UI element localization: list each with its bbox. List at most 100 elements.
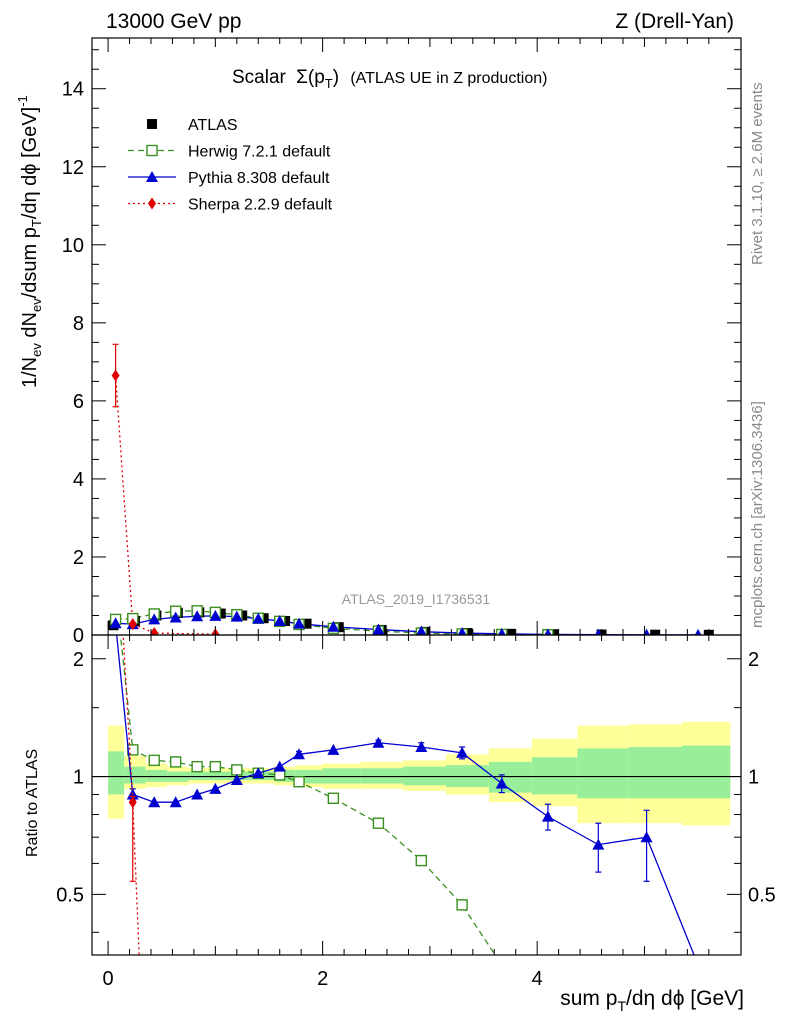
main-point-pythia (148, 613, 161, 625)
y-tick-label-ratio-right: 1 (748, 767, 759, 789)
y-axis-label: 1/Nev dNev/dsum pT/dη dϕ [GeV]-1 (15, 95, 44, 388)
ratio-point-sherpa (128, 796, 137, 809)
ratio-point-herwig (415, 854, 428, 867)
title-close: ) (333, 67, 339, 88)
ratio-point-pythia (372, 736, 385, 748)
legend-label-atlas: ATLAS (188, 117, 238, 134)
main-plot-title: Scalar Σ(pT) (ATLAS UE in Z production) (232, 67, 547, 91)
ratio-point-herwig (327, 792, 340, 804)
green-band-bin (531, 757, 578, 795)
ratio-point-herwig (293, 776, 305, 788)
mcplots-url-label: mcplots.cern.ch [arXiv:1306.3436] (749, 401, 766, 628)
title-rest: (ATLAS UE in Z production) (350, 70, 547, 87)
green-band-bin (210, 771, 232, 780)
main-point-pythia (209, 609, 222, 621)
main-point-pythia (252, 612, 265, 624)
legend-marker-sherpa (148, 197, 156, 210)
ratio-point-pythia (191, 788, 204, 800)
ratio-point-herwig (456, 899, 468, 911)
main-point-atlas (505, 628, 516, 635)
ratio-point-pythia (456, 746, 469, 758)
main-point-atlas (301, 618, 312, 629)
ratio-point-pythia (640, 831, 653, 843)
ratio-point-pythia (209, 782, 222, 794)
y-tick-label-ratio-right: 2 (748, 649, 759, 671)
green-band-bin (360, 768, 404, 784)
green-band-bin (231, 771, 253, 780)
ratio-point-herwig (191, 760, 203, 773)
ratio-uncertainty-bands (92, 721, 741, 826)
ratio-point-herwig (231, 764, 243, 776)
ratio-point-pythia (495, 777, 508, 789)
green-band-bin (682, 745, 731, 799)
x-tick-label: 0 (103, 968, 114, 990)
legend-marker-pythia (146, 171, 158, 182)
y-tick-label-main: 0 (73, 625, 84, 647)
ratio-point-herwig (372, 817, 385, 829)
main-point-pythia (293, 617, 306, 629)
ratio-y-axis-label: Ratio to ATLAS (24, 749, 41, 857)
legend: ATLAS Herwig 7.2.1 default Pythia 8.308 de… (128, 117, 333, 214)
green-band-bin (488, 761, 532, 793)
green-band-bin (145, 769, 168, 782)
main-point-pythia (273, 614, 286, 626)
ratio-point-pythia (541, 810, 554, 822)
ratio-point-pythia (415, 741, 428, 752)
green-band-bin (188, 771, 210, 780)
ratio-series-lines (116, 635, 695, 955)
ratio-line-herwig (119, 635, 496, 955)
y-tick-label-ratio: 1 (73, 767, 84, 789)
ratio-point-pythia (293, 748, 306, 760)
title-subscript: T (325, 76, 333, 91)
main-point-sherpa (111, 369, 120, 382)
analysis-id-label: ATLAS_2019_I1736531 (342, 591, 491, 607)
ratio-point-pythia (273, 760, 286, 772)
rivet-version-label: Rivet 3.1.10, ≥ 2.6M events (749, 83, 766, 266)
y-tick-label-main: 10 (62, 235, 84, 257)
main-point-pythia (109, 617, 122, 629)
y-tick-label-main: 12 (62, 157, 84, 179)
y-tick-label-main: 8 (73, 313, 84, 335)
title-main-word: Scalar (232, 67, 287, 88)
ratio-point-pythia (230, 773, 243, 785)
legend-marker-herwig (146, 144, 158, 157)
x-axis-label: sum pT/dη dϕ [GeV] (560, 987, 744, 1014)
ratio-point-herwig (209, 760, 222, 773)
ratio-point-pythia (252, 767, 265, 779)
ratio-point-herwig (169, 756, 182, 768)
main-point-pythia (191, 610, 204, 622)
header-process-energy: 13000 GeV pp (106, 10, 241, 33)
x-tick-label: 2 (317, 968, 328, 990)
main-point-atlas (650, 629, 661, 635)
main-point-pythia (327, 620, 340, 632)
green-band-bin (577, 748, 629, 799)
header-process-name: Z (Drell-Yan) (615, 10, 734, 33)
ratio-plot-frame (91, 634, 742, 956)
legend-label-sherpa: Sherpa 2.2.9 default (188, 197, 333, 214)
main-point-pythia (694, 628, 702, 635)
x-tick-label: 4 (532, 968, 543, 990)
main-point-pythia (230, 610, 243, 622)
green-band-bin (108, 751, 125, 795)
legend-label-pythia: Pythia 8.308 default (188, 170, 330, 187)
main-point-pythia (372, 623, 385, 635)
ratio-errorbar-pythia (643, 809, 650, 882)
green-band-bin (124, 766, 146, 784)
y-tick-label-ratio: 0.5 (56, 884, 84, 906)
y-tick-label-main: 6 (73, 391, 84, 413)
ratio-point-pythia (592, 838, 605, 850)
title-symbol: Σ(p (296, 67, 325, 88)
main-point-pythia (594, 628, 602, 635)
ratio-point-pythia (327, 743, 340, 755)
ratio-point-pythia (169, 796, 182, 808)
main-point-pythia (497, 627, 506, 635)
green-band-bin (322, 768, 361, 784)
main-point-sherpa (128, 618, 137, 631)
ratio-point-pythia (148, 796, 161, 808)
y-tick-label-main: 2 (73, 547, 84, 569)
y-tick-label-main: 14 (62, 79, 84, 101)
main-line-sherpa (114, 375, 216, 635)
y-tick-label-ratio: 2 (73, 649, 84, 671)
